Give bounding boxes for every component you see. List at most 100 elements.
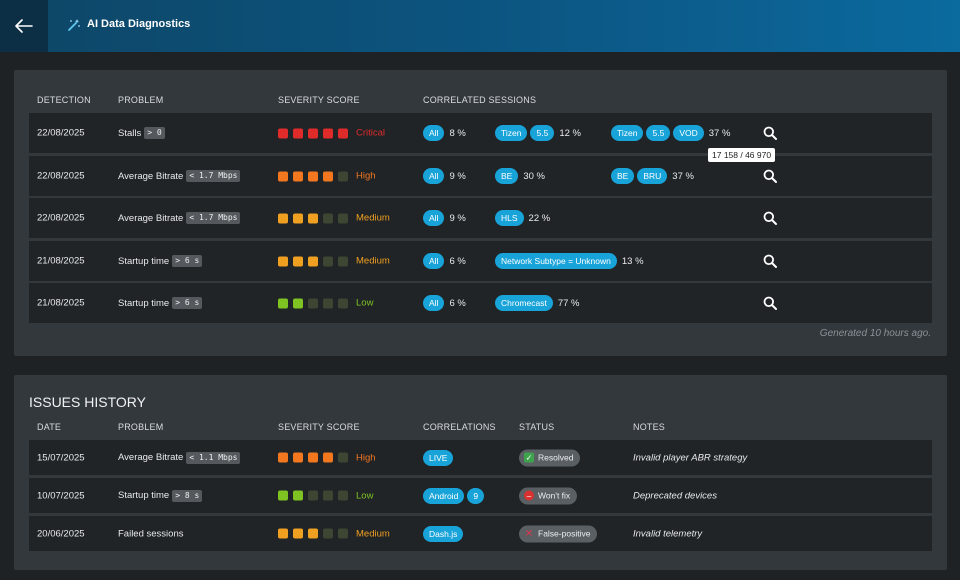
session-tag[interactable]: All xyxy=(423,295,445,311)
severity-cell: High xyxy=(278,171,376,182)
correlation-group: BE 30 % xyxy=(495,168,545,184)
search-icon[interactable] xyxy=(763,254,777,268)
severity-square xyxy=(293,528,303,539)
severity-square xyxy=(308,128,318,138)
session-tag[interactable]: Tizen xyxy=(611,125,644,141)
session-tag[interactable]: 5.5 xyxy=(530,125,555,141)
correlation-group: Tizen 5.5 12 % xyxy=(495,125,581,141)
severity-square xyxy=(308,213,318,223)
search-icon[interactable] xyxy=(763,211,777,225)
severity-square xyxy=(323,171,333,181)
severity-cell: High xyxy=(278,452,376,463)
severity-square xyxy=(338,528,348,539)
problem-name: Stalls xyxy=(118,127,142,139)
session-tag[interactable]: HLS xyxy=(495,210,524,226)
session-tag[interactable]: Tizen xyxy=(495,125,528,141)
severity-square xyxy=(308,256,318,266)
diagnostics-card: DETECTION PROBLEM SEVERITY SCORE CORRELA… xyxy=(14,70,947,356)
problem-name: Failed sessions xyxy=(118,528,184,539)
issue-notes: Deprecated devices xyxy=(633,490,717,501)
session-tag[interactable]: BE xyxy=(495,168,519,184)
correlation-percent: 12 % xyxy=(559,127,581,139)
session-tag[interactable]: Chromecast xyxy=(495,295,553,311)
top-bar: AI Data Diagnostics xyxy=(0,0,960,52)
session-tag[interactable]: All xyxy=(423,168,445,184)
severity-square xyxy=(293,213,303,223)
status-label: False-positive xyxy=(538,528,591,539)
severity-square xyxy=(308,298,318,308)
correlation-tag[interactable]: Android xyxy=(423,487,465,504)
correlation-percent: 30 % xyxy=(523,170,545,182)
correlation-tag[interactable]: Dash.js xyxy=(423,525,464,542)
session-tag[interactable]: All xyxy=(423,253,445,269)
session-tag[interactable]: BE xyxy=(611,168,635,184)
back-button[interactable] xyxy=(0,0,48,52)
severity-square xyxy=(338,171,348,181)
detection-date: 22/08/2025 xyxy=(37,212,85,224)
correlation-group: All 6 % xyxy=(423,253,466,269)
severity-label: Medium xyxy=(356,255,390,267)
problem-cell: Startup time > 8 s xyxy=(118,489,203,502)
session-tag[interactable]: VOD xyxy=(673,125,704,141)
severity-square xyxy=(278,213,288,223)
severity-label: Medium xyxy=(356,528,390,539)
search-icon[interactable] xyxy=(763,126,777,140)
search-icon[interactable] xyxy=(763,296,777,310)
severity-square xyxy=(293,298,303,308)
severity-square xyxy=(323,256,333,266)
issues-history-card: ISSUES HISTORY DATE PROBLEM SEVERITY SCO… xyxy=(14,375,947,570)
correlation-tag[interactable]: LIVE xyxy=(423,449,454,466)
severity-square xyxy=(278,171,288,181)
section-title: ISSUES HISTORY xyxy=(29,394,146,410)
correlation-group: All 9 % xyxy=(423,168,466,184)
severity-score: Medium xyxy=(278,213,390,224)
severity-square xyxy=(293,490,303,501)
correlations-cell: Dash.js xyxy=(423,525,466,542)
detection-date: 21/08/2025 xyxy=(37,255,85,267)
severity-square xyxy=(278,298,288,308)
magic-wand-icon xyxy=(68,19,80,31)
status-badge: ✓ Resolved xyxy=(519,449,581,466)
threshold-code: < 1.1 Mbps xyxy=(186,451,241,464)
arrow-left-icon xyxy=(15,19,33,33)
issue-notes: Invalid telemetry xyxy=(633,528,703,539)
threshold-code: < 1.7 Mbps xyxy=(186,170,241,182)
check-icon: ✓ xyxy=(524,452,534,463)
session-tag[interactable]: Network Subtype = Unknown xyxy=(495,253,617,269)
threshold-code: > 6 s xyxy=(172,297,203,309)
threshold-code: > 0 xyxy=(144,127,165,139)
problem-cell: Stalls > 0 xyxy=(118,127,165,139)
session-tag[interactable]: All xyxy=(423,210,445,226)
session-tag[interactable]: BRU xyxy=(637,168,668,184)
status-cell: – Won't fix xyxy=(519,487,578,504)
severity-square xyxy=(308,528,318,539)
threshold-code: < 1.7 Mbps xyxy=(186,212,241,224)
threshold-code: > 6 s xyxy=(172,255,203,267)
column-header-problem: PROBLEM xyxy=(118,422,164,432)
correlation-tag[interactable]: 9 xyxy=(467,487,485,504)
correlation-percent: 37 % xyxy=(672,170,694,182)
status-badge: – Won't fix xyxy=(519,487,578,504)
correlation-percent: 37 % xyxy=(708,127,731,139)
correlation-group: All 9 % xyxy=(423,210,466,226)
status-label: Won't fix xyxy=(538,490,571,501)
severity-score: Medium xyxy=(278,256,390,267)
correlation-group: All 8 % xyxy=(423,125,466,141)
severity-score: Critical xyxy=(278,128,385,139)
column-header-date: DATE xyxy=(37,422,62,432)
session-tag[interactable]: 5.5 xyxy=(646,125,671,141)
correlations-cell: LIVE xyxy=(423,449,456,466)
severity-square xyxy=(338,452,348,463)
status-cell: ✓ Resolved xyxy=(519,449,581,466)
severity-score: Low xyxy=(278,298,373,309)
severity-score: Medium xyxy=(278,528,390,539)
severity-square xyxy=(323,298,333,308)
column-header-severity: SEVERITY SCORE xyxy=(278,95,360,105)
cross-icon: ✕ xyxy=(524,528,534,539)
search-icon[interactable] xyxy=(763,169,777,183)
correlation-percent: 8 % xyxy=(449,127,466,139)
severity-square xyxy=(308,490,318,501)
session-tag[interactable]: All xyxy=(423,125,445,141)
problem-cell: Average Bitrate < 1.7 Mbps xyxy=(118,170,241,182)
severity-cell: Medium xyxy=(278,256,390,267)
